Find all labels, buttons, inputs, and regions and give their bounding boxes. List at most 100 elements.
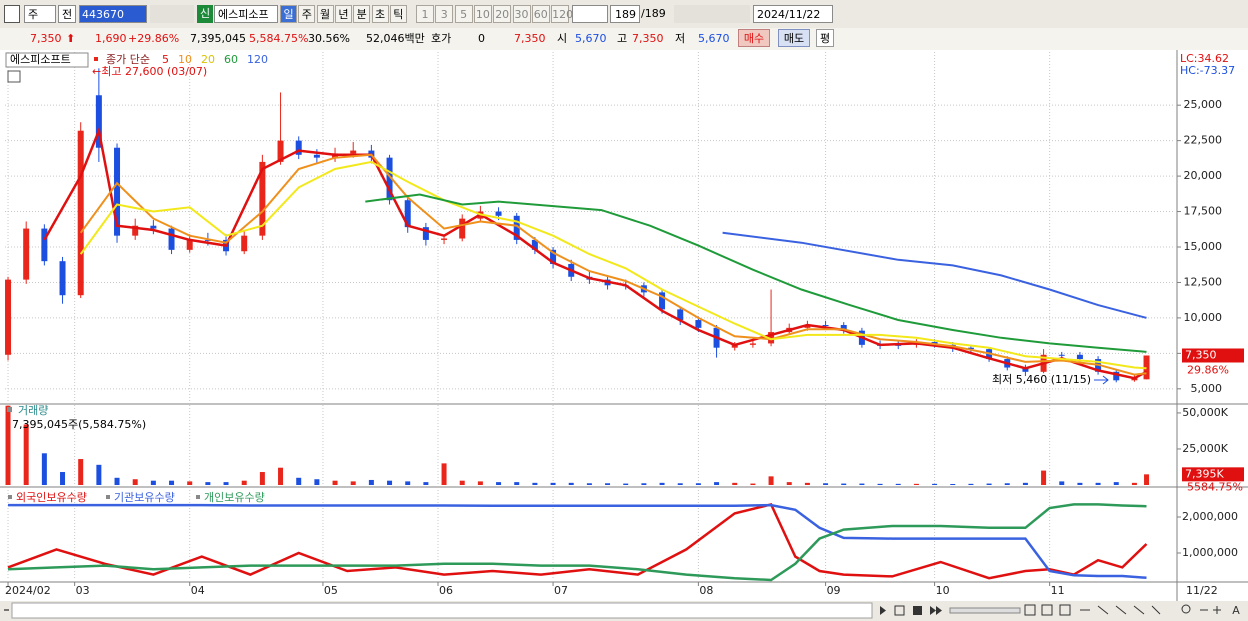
scroll-track[interactable] [11,602,873,619]
legend-entry: 기관보유수량 [114,491,175,504]
ask: 0 [478,32,485,45]
volume-bar [41,453,47,485]
volume-bar [368,479,374,485]
legend-entry: 60 [224,53,238,66]
volume-bar [550,482,556,485]
candle-body [313,154,320,158]
volume-bar [150,480,156,485]
volume-bar [477,481,483,485]
y-tick-label: 17,500 [1184,205,1223,218]
candle-body [404,200,411,228]
candle-body [150,225,157,229]
x-tick-label: 06 [439,584,453,597]
buy-button[interactable]: 매수 [738,29,770,47]
period-button[interactable]: 주 [298,5,316,23]
candle-body [41,228,48,262]
interval-button[interactable]: 1 [416,5,434,23]
volume-bar [296,477,302,485]
interval-button[interactable]: 5 [454,5,473,23]
interval-button[interactable]: 10 [473,5,492,23]
candle-body [822,325,829,326]
code-input[interactable]: 443670 [79,5,147,23]
x-tick-label: 03 [76,584,90,597]
volume-bar [205,482,211,485]
period-button[interactable]: 초 [371,5,389,23]
candle-body [77,130,84,296]
volume-bar [259,472,265,485]
moving-average-line [79,153,1147,376]
candle-body [114,147,121,236]
volume-bar [932,483,938,485]
volume-bar [332,480,338,485]
volume-bar [96,464,102,485]
indicator-label: LC:34.62 [1180,52,1229,65]
amount: 52,046백만 [366,32,425,45]
candle-body [132,225,139,236]
market-select[interactable]: 주 [24,5,56,23]
volume-subtitle: 7,395,045주(5,584.75%) [12,418,146,431]
change-pct: +29.86% [128,32,180,45]
volume-bar [895,483,901,485]
candle-body [386,157,393,201]
calc-icon [7,70,21,83]
ask-label: 호가 [431,32,452,45]
tool-icons[interactable] [674,5,750,23]
search-icons[interactable] [150,5,194,23]
x-tick-label: 07 [554,584,568,597]
period-button[interactable]: 틱 [389,5,407,23]
volume-bar [841,483,847,485]
holding-line [7,502,1148,580]
avg-button[interactable]: 평 [816,29,834,47]
stock-name[interactable]: 에스피소프 [214,5,278,23]
volume-bar [859,483,865,485]
date-input[interactable]: 2024/11/22 [753,5,833,23]
y-tick-label: 22,500 [1184,134,1223,147]
volume-bar [913,483,919,485]
y-tick-label: 2,000,000 [1182,510,1238,523]
candle-body [513,215,520,240]
prev-select[interactable]: 전 [58,5,76,23]
sell-button[interactable]: 매도 [778,29,810,47]
period-button[interactable]: 분 [353,5,371,23]
candle-body [840,325,847,331]
blank-select[interactable] [572,5,608,23]
volume-bar [532,482,538,485]
interval-button[interactable]: 120 [551,5,573,23]
candle-body [241,235,248,252]
quote-bar: 7,350 1,690 +29.86% 7,395,045 5,584.75% 30.56… [0,28,1248,51]
period-button[interactable]: 월 [316,5,334,23]
volume-bar [950,483,956,485]
last-price-box [1182,348,1244,363]
y-tick-label: 25,000 [1184,98,1223,111]
volume-bar [114,477,120,485]
candle-body [459,218,466,239]
period-button[interactable]: 일 [280,5,297,23]
volume-bar [169,480,175,485]
interval-button[interactable]: 30 [512,5,531,23]
period-button[interactable]: 년 [334,5,352,23]
last-price-label: 7,350 [1185,348,1217,361]
high-label: 고 [617,32,628,45]
y-tick-label: 15,000 [1184,240,1223,253]
last-volume-label: 7,395K [1185,467,1224,480]
holding-line [7,503,1147,582]
low-label: 저 [675,32,686,45]
volume-bar [78,459,84,485]
volume-bar [60,472,66,485]
interval-button[interactable]: 20 [493,5,512,23]
high: 7,350 [632,32,664,45]
nav-icons[interactable]: A [880,604,1240,617]
count-input[interactable]: 189 [610,5,640,23]
menu-icon[interactable] [4,5,20,23]
candle-body [1076,354,1083,360]
candle-body [441,238,448,240]
interval-button[interactable]: 3 [435,5,454,23]
x-tick-label: 11 [1051,584,1065,597]
candle-body [259,161,266,236]
x-tick-label: 09 [827,584,841,597]
interval-button[interactable]: 60 [531,5,550,23]
moving-average-line [365,193,1147,353]
price: 7,350 [30,32,62,45]
moving-average-line [43,126,1148,380]
